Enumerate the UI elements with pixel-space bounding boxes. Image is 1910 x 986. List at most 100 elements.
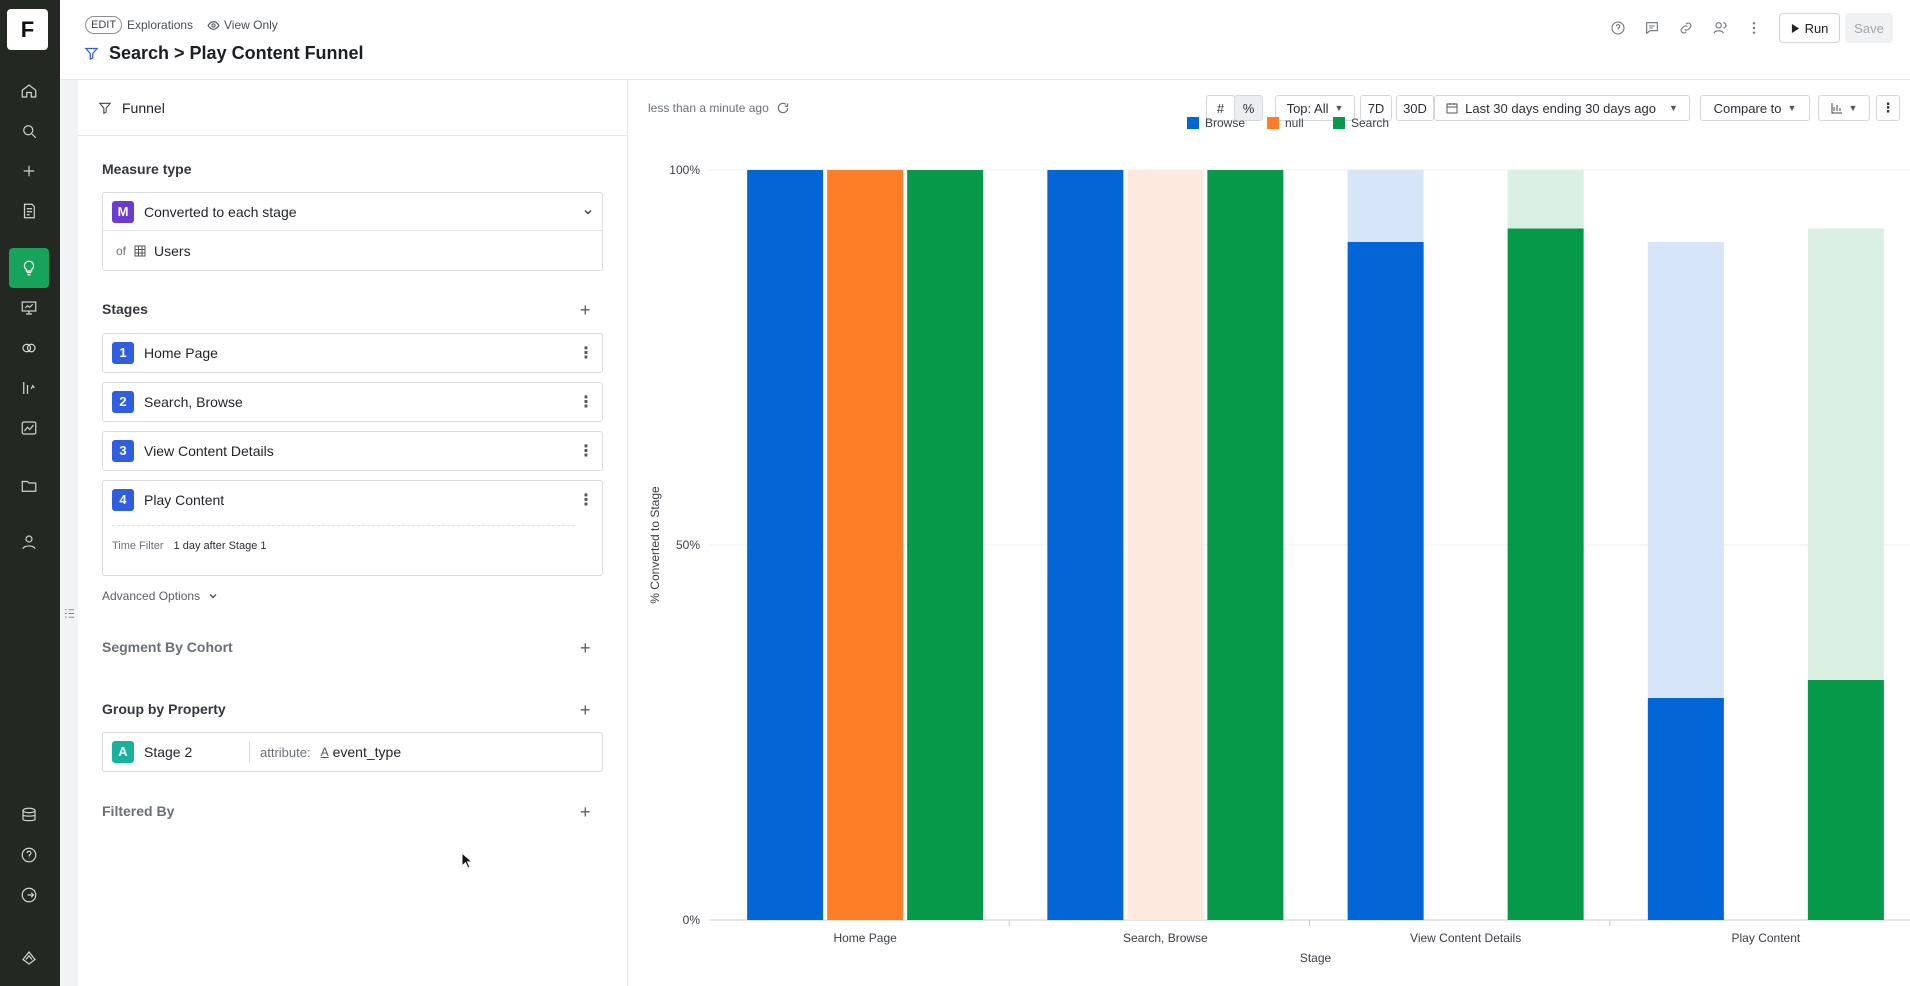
top-filter-select[interactable]: Top: All ▼ xyxy=(1275,95,1355,121)
refresh-icon[interactable] xyxy=(776,101,790,115)
y-tick-label: 0% xyxy=(683,913,701,927)
x-tick-label: Play Content xyxy=(1732,931,1801,945)
share-users-icon[interactable] xyxy=(1709,16,1731,40)
group-by-property-title: Group by Property xyxy=(102,701,226,717)
y-axis-title: % Converted to Stage xyxy=(648,486,662,604)
save-button[interactable]: Save xyxy=(1845,13,1893,43)
chevron-down-icon: ▼ xyxy=(1334,103,1344,113)
dashboard-chart-icon[interactable] xyxy=(9,408,49,448)
legend-swatch xyxy=(1187,117,1199,129)
y-tick-label: 50% xyxy=(676,538,700,552)
help-icon[interactable] xyxy=(9,835,49,875)
app-logo[interactable]: F xyxy=(7,9,48,50)
chevron-down-icon: ▼ xyxy=(1787,103,1797,113)
measure-of-row[interactable]: of Users xyxy=(103,231,602,270)
preset-30d-button[interactable]: 30D xyxy=(1396,95,1434,121)
filtered-by-title: Filtered By xyxy=(102,803,175,819)
legend-label: null xyxy=(1285,116,1304,130)
more-vertical-icon[interactable]: ⋮ xyxy=(578,443,594,460)
hash-icon: # xyxy=(1216,100,1225,116)
chevron-down-icon xyxy=(584,209,592,215)
chart-more-button[interactable]: ⋮ xyxy=(1876,95,1900,121)
stage-row[interactable]: 1 Home Page ⋮ xyxy=(102,333,603,373)
segment-by-cohort-title: Segment By Cohort xyxy=(102,639,233,655)
top-filter-label: Top: All xyxy=(1286,100,1329,116)
more-vertical-icon[interactable] xyxy=(1743,16,1765,40)
stage-row[interactable]: 2 Search, Browse ⋮ xyxy=(102,382,603,422)
advanced-options-toggle[interactable]: Advanced Options xyxy=(102,589,218,603)
bar xyxy=(907,170,984,920)
plus-icon[interactable] xyxy=(9,151,49,191)
more-vertical-icon[interactable]: ⋮ xyxy=(578,492,594,509)
stage-row[interactable]: 3 View Content Details ⋮ xyxy=(102,431,603,471)
logout-icon[interactable] xyxy=(9,875,49,915)
compare-to-label: Compare to xyxy=(1713,100,1782,116)
metrics-icon[interactable] xyxy=(9,368,49,408)
run-label: Run xyxy=(1804,20,1829,36)
x-axis-title: Stage xyxy=(1300,951,1332,965)
more-vertical-icon[interactable]: ⋮ xyxy=(578,345,594,362)
preset-7d-button[interactable]: 7D xyxy=(1360,95,1392,121)
stage-label: Home Page xyxy=(144,345,218,361)
stage-number-badge: 1 xyxy=(112,342,134,364)
y-tick-label: 100% xyxy=(669,163,700,177)
breadcrumb[interactable]: Explorations xyxy=(127,18,194,32)
presentation-icon[interactable] xyxy=(9,288,49,328)
run-button[interactable]: Run xyxy=(1779,13,1840,43)
view-only-indicator: View Only xyxy=(207,18,278,32)
link-icon[interactable] xyxy=(1675,16,1697,40)
panel-header-label: Funnel xyxy=(122,99,165,116)
database-icon[interactable] xyxy=(9,795,49,835)
attribute-value[interactable]: event_type xyxy=(332,744,402,760)
funnel-icon xyxy=(98,102,112,114)
add-group-button[interactable]: + xyxy=(580,700,591,720)
query-builder-panel: Funnel Measure type M Converted to each … xyxy=(78,80,628,986)
lightbulb-icon[interactable] xyxy=(9,248,49,288)
compare-to-select[interactable]: Compare to ▼ xyxy=(1700,95,1810,121)
user-icon[interactable] xyxy=(9,522,49,562)
cohort-icon[interactable] xyxy=(9,328,49,368)
more-vertical-icon[interactable]: ⋮ xyxy=(578,394,594,411)
time-filter-label: Time Filter xyxy=(112,540,164,552)
x-tick-label: Search, Browse xyxy=(1123,931,1208,945)
number-view-button[interactable]: # xyxy=(1206,95,1235,121)
stage-row[interactable]: 4 Play Content ⋮ Time Filter 1 day after… xyxy=(102,480,603,576)
time-filter[interactable]: Time Filter 1 day after Stage 1 xyxy=(103,526,602,552)
stage-number-badge: 4 xyxy=(112,489,134,511)
panel-collapse-handle[interactable] xyxy=(60,80,78,986)
search-icon[interactable] xyxy=(9,111,49,151)
stages-title: Stages xyxy=(102,301,148,317)
home-icon[interactable] xyxy=(9,71,49,111)
date-range-select[interactable]: Last 30 days ending 30 days ago ▼ xyxy=(1434,95,1690,121)
add-filter-button[interactable]: + xyxy=(580,802,591,822)
attribute-label: attribute: xyxy=(260,744,311,760)
stage-number-badge: 2 xyxy=(112,391,134,413)
add-stage-button[interactable]: + xyxy=(580,300,591,320)
legend-label: Browse xyxy=(1205,116,1245,130)
text-attribute-icon: A xyxy=(320,745,329,759)
stage-label: View Content Details xyxy=(144,443,274,459)
list-toggle-icon[interactable] xyxy=(64,608,75,619)
help-icon[interactable] xyxy=(1607,16,1629,40)
notebook-icon[interactable] xyxy=(9,191,49,231)
edit-badge[interactable]: EDIT xyxy=(85,16,123,34)
calendar-icon xyxy=(1446,103,1458,114)
legend-label: Search xyxy=(1351,116,1389,130)
last-updated: less than a minute ago xyxy=(648,101,790,115)
percent-icon: % xyxy=(1242,100,1255,116)
group-stage-select[interactable]: Stage 2 xyxy=(144,744,193,760)
measure-type-select[interactable]: M Converted to each stage xyxy=(103,193,602,231)
measure-type-box: M Converted to each stage of Users xyxy=(102,192,603,271)
comment-icon[interactable] xyxy=(1641,16,1663,40)
group-badge: A xyxy=(112,741,134,763)
percent-view-button[interactable]: % xyxy=(1234,95,1263,121)
legend-swatch xyxy=(1333,117,1345,129)
group-by-row[interactable]: A Stage 2 attribute: A event_type xyxy=(102,732,603,772)
bar xyxy=(747,170,824,920)
measure-badge: M xyxy=(112,200,134,223)
add-cohort-button[interactable]: + xyxy=(580,638,591,658)
bar xyxy=(827,170,904,920)
chart-type-select[interactable]: ▼ xyxy=(1818,95,1870,121)
folder-icon[interactable] xyxy=(9,466,49,506)
play-icon xyxy=(1791,23,1799,33)
